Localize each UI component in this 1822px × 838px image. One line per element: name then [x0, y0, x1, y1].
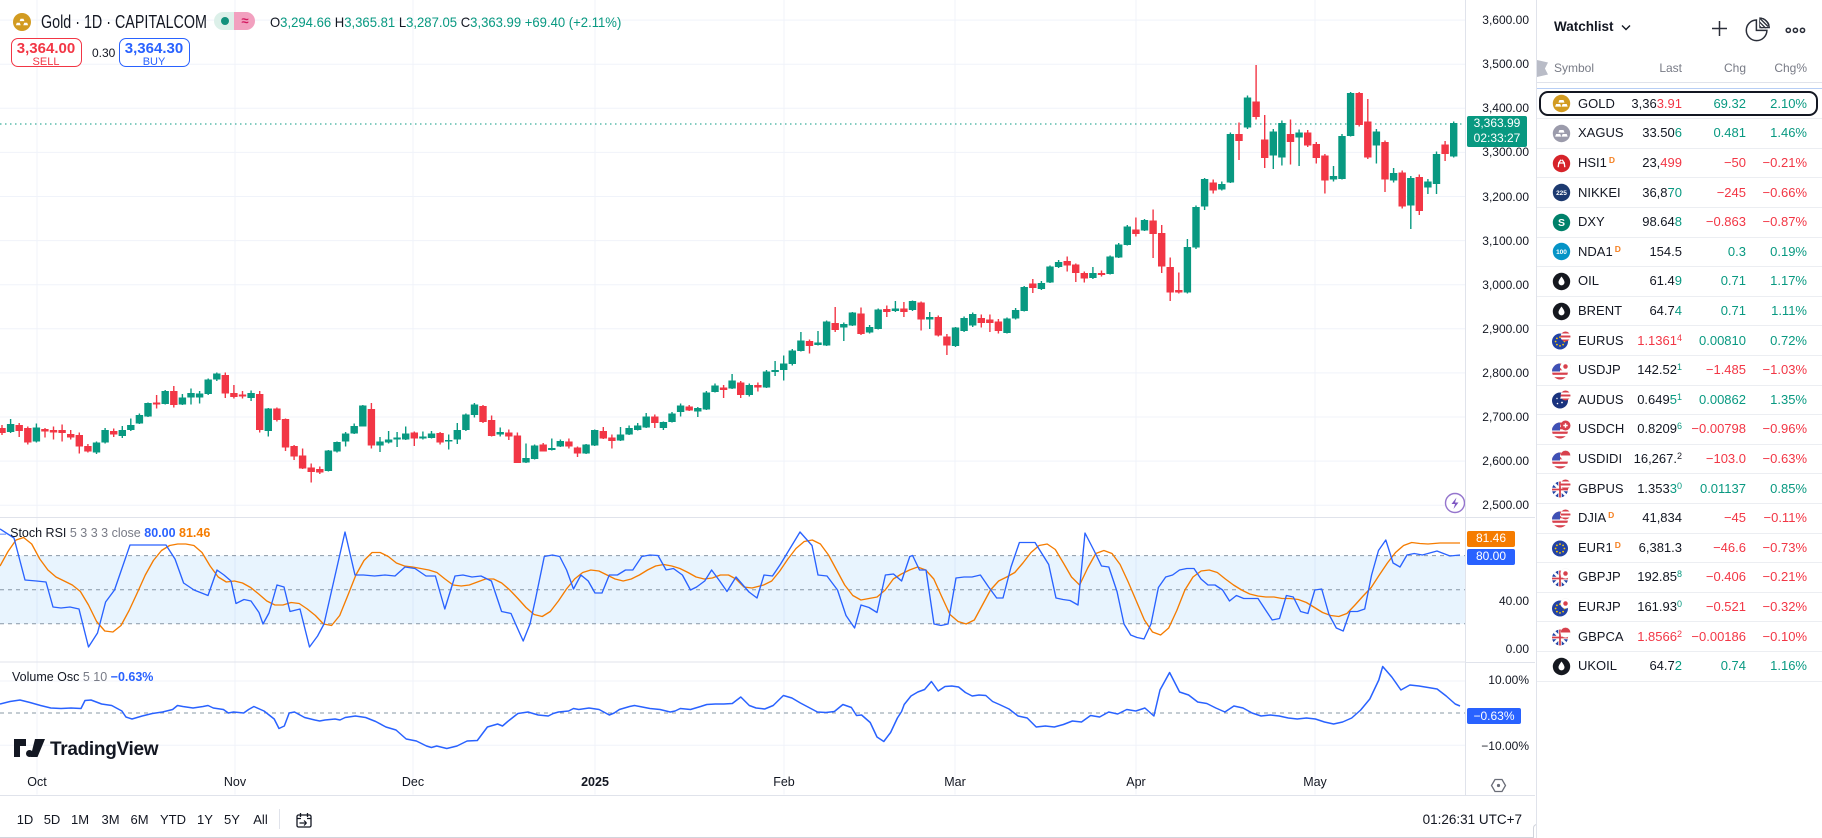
svg-text:TradingView: TradingView [50, 739, 159, 760]
svg-text:225: 225 [1556, 190, 1567, 197]
svg-text:100: 100 [1556, 249, 1567, 256]
svg-text:S: S [1558, 217, 1565, 229]
